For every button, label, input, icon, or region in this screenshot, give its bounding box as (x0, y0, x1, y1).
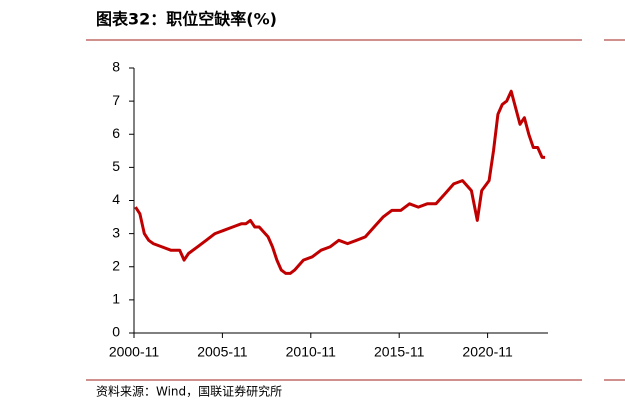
y-tick-label: 2 (112, 257, 120, 273)
next-panel (610, 10, 625, 40)
x-tick-label: 2000-11 (109, 344, 160, 360)
y-tick-label: 8 (112, 59, 120, 75)
y-tick-label: 5 (112, 158, 120, 174)
x-tick-label: 2010-11 (286, 344, 337, 360)
line-series (134, 89, 546, 275)
y-tick-label: 0 (112, 324, 120, 340)
source: 资料来源：Wind，国联证券研究所 (96, 384, 282, 399)
y-tick-label: 6 (112, 125, 120, 141)
y-tick-label: 7 (112, 92, 120, 108)
x-tick-label: 2005-11 (197, 344, 248, 360)
chart-title: 图表32：职位空缺率(%) (96, 10, 277, 29)
x-tick-label: 2020-11 (462, 344, 513, 360)
y-tick-label: 4 (112, 191, 120, 207)
y-tick-label: 3 (112, 224, 120, 240)
x-tick-label: 2015-11 (374, 344, 425, 360)
y-tick-label: 1 (112, 291, 120, 307)
